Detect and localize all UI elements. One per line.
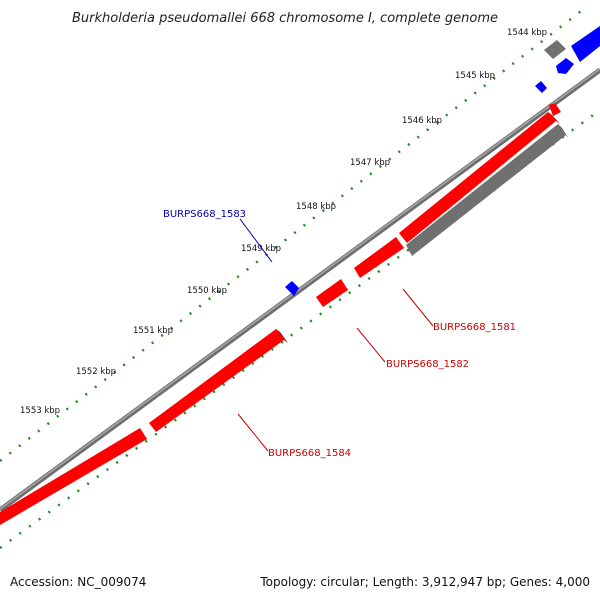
red-cds-1582a bbox=[354, 237, 404, 278]
tick-label: 1545 kbp bbox=[455, 71, 495, 81]
leader-lines bbox=[237, 218, 434, 452]
red-cds-small bbox=[549, 103, 561, 116]
tick-label: 1550 kbp bbox=[187, 286, 227, 296]
blue-cds-small bbox=[535, 81, 547, 93]
gene-labels: BURPS668_1583 BURPS668_1581 BURPS668_158… bbox=[163, 209, 516, 459]
gray-cds bbox=[544, 40, 566, 59]
map-title: Burkholderia pseudomallei 668 chromosome… bbox=[72, 11, 498, 26]
blue-cds bbox=[556, 58, 574, 74]
blue-cds-1583 bbox=[285, 281, 299, 296]
tick-label: 1551 kbp bbox=[133, 326, 173, 336]
accession-text: Accession: NC_009074 bbox=[10, 575, 146, 589]
red-cds-1584 bbox=[149, 329, 288, 432]
tick-label: 1547 kbp bbox=[350, 158, 390, 168]
gene-label-1582[interactable]: BURPS668_1582 bbox=[386, 359, 469, 370]
top-right-features bbox=[535, 26, 600, 93]
tick-label: 1546 kbp bbox=[402, 116, 442, 126]
genome-backbone bbox=[0, 67, 600, 513]
blue-cds bbox=[571, 26, 600, 62]
genome-summary-text: Topology: circular; Length: 3,912,947 bp… bbox=[259, 575, 590, 589]
tick-labels: 1544 kbp 1545 kbp 1546 kbp 1547 kbp 1548… bbox=[20, 28, 547, 416]
gene-label-1583[interactable]: BURPS668_1583 bbox=[163, 209, 246, 220]
red-cds-lower bbox=[0, 428, 147, 525]
tick-label: 1553 kbp bbox=[20, 406, 60, 416]
tick-label: 1544 kbp bbox=[507, 28, 547, 38]
red-cds-1581 bbox=[399, 112, 560, 243]
tick-label: 1548 kbp bbox=[296, 202, 336, 212]
outer-tick-ring bbox=[0, 7, 586, 462]
gray-cds-long bbox=[406, 124, 569, 256]
tick-label: 1552 kbp bbox=[76, 367, 116, 377]
red-cds-1582 bbox=[316, 279, 348, 307]
gene-label-1581[interactable]: BURPS668_1581 bbox=[433, 322, 516, 333]
gene-label-1584[interactable]: BURPS668_1584 bbox=[268, 448, 351, 459]
tick-label: 1549 kbp bbox=[241, 244, 281, 254]
